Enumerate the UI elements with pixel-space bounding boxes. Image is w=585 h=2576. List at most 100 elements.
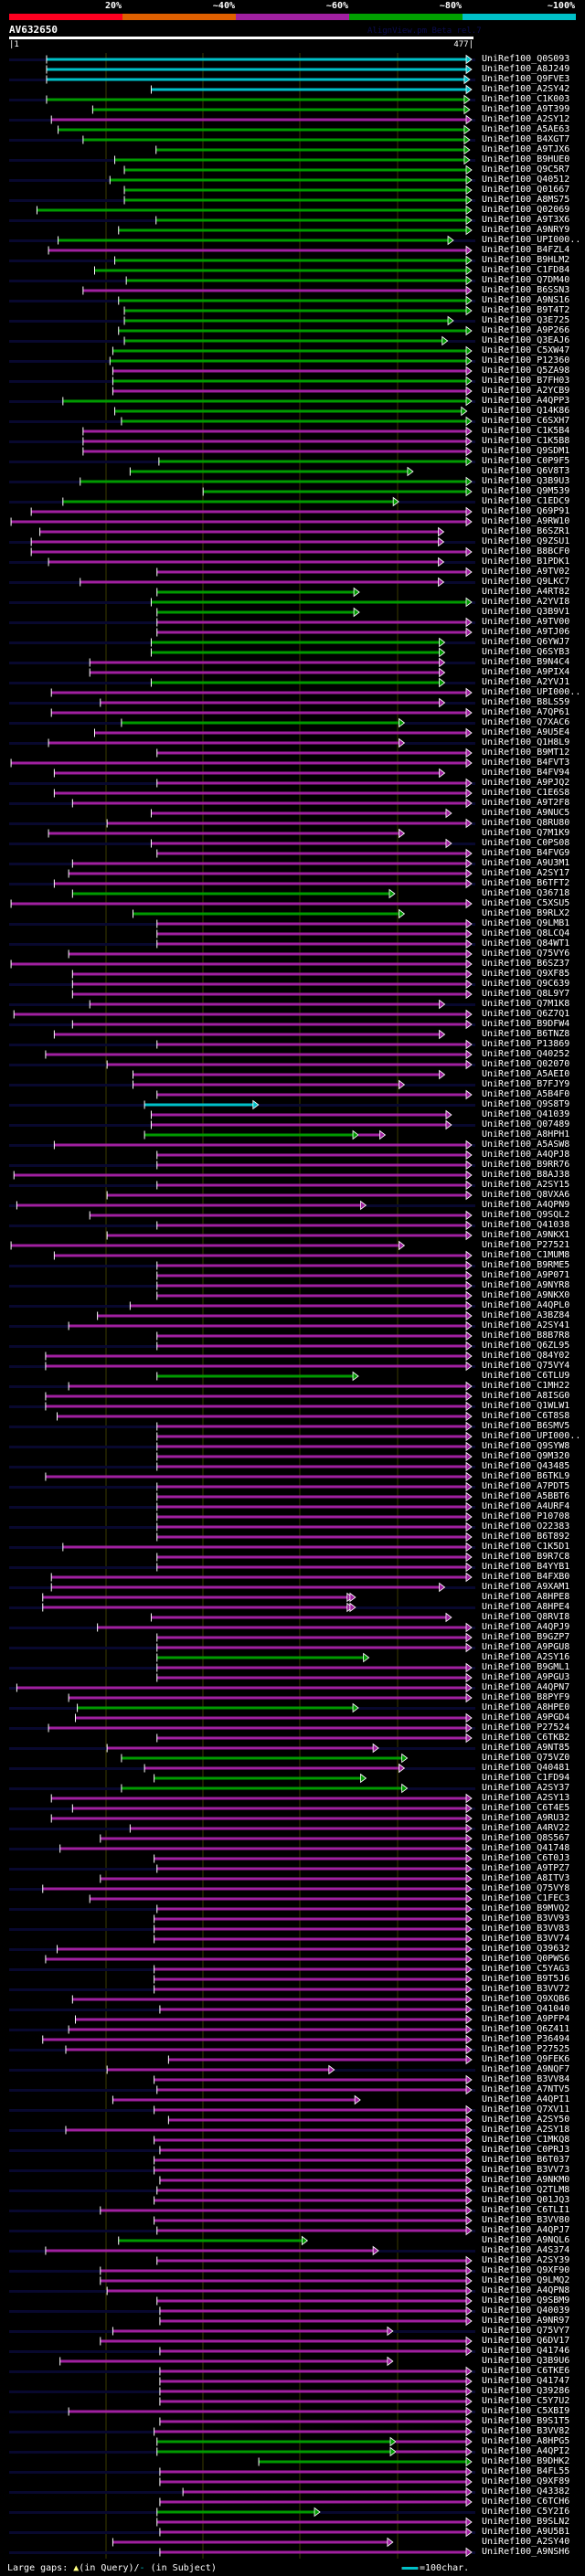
hit-label[interactable]: UniRef100_C6SXH7 [482,416,570,426]
hit-label[interactable]: UniRef100_A9NR97 [482,2316,570,2326]
hit-label[interactable]: UniRef100_B8BCF0 [482,546,570,557]
hit-label[interactable]: UniRef100_A9T399 [482,104,570,114]
hit-label[interactable]: UniRef100_Q43485 [482,1461,570,1471]
hit-label[interactable]: UniRef100_O22383 [482,1521,570,1532]
hit-label[interactable]: UniRef100_Q3EAJ6 [482,335,570,345]
hit-label[interactable]: UniRef100_A9NKX0 [482,1290,570,1300]
hit-label[interactable]: UniRef100_B7FJY9 [482,1079,570,1089]
hit-label[interactable]: UniRef100_A9NKM0 [482,2175,570,2185]
hit-label[interactable]: UniRef100_C5Y7U2 [482,2396,570,2406]
hit-label[interactable]: UniRef100_Q43382 [482,2486,570,2496]
hit-label[interactable]: UniRef100_Q07489 [482,1119,570,1129]
hit-label[interactable]: UniRef100_B6TKL9 [482,1471,570,1481]
hit-label[interactable]: UniRef100_Q6V8T3 [482,466,570,476]
hit-label[interactable]: UniRef100_C6TCH6 [482,2496,570,2507]
hit-label[interactable]: UniRef100_C5XSU5 [482,898,570,908]
hit-label[interactable]: UniRef100_C1MUM8 [482,1250,570,1260]
hit-label[interactable]: UniRef100_B8B7R8 [482,1330,570,1341]
hit-label[interactable]: UniRef100_Q69P91 [482,506,570,516]
hit-label[interactable]: UniRef100_A5AEI0 [482,1069,570,1079]
hit-label[interactable]: UniRef100_C6TLI1 [482,2205,570,2215]
hit-label[interactable]: UniRef100_B4YYB1 [482,1562,570,1572]
hit-label[interactable]: UniRef100_B9MT12 [482,747,570,758]
hit-label[interactable]: UniRef100_B6SZR1 [482,526,570,536]
hit-label[interactable]: UniRef100_A9TV00 [482,617,570,627]
hit-label[interactable]: UniRef100_Q8L9Y7 [482,989,570,999]
hit-label[interactable]: UniRef100_A9TJX6 [482,144,570,154]
hit-label[interactable]: UniRef100_B9RME5 [482,1260,570,1270]
hit-label[interactable]: UniRef100_P12360 [482,355,570,366]
hit-label[interactable]: UniRef100_B9DHK2 [482,2456,570,2466]
hit-label[interactable]: UniRef100_B9RR76 [482,1160,570,1170]
hit-label[interactable]: UniRef100_Q0S093 [482,54,570,64]
hit-label[interactable]: UniRef100_A7NTV5 [482,2084,570,2094]
hit-label[interactable]: UniRef100_A2SY17 [482,868,570,878]
hit-label[interactable]: UniRef100_A8HPE0 [482,1702,570,1712]
hit-label[interactable]: UniRef100_C0PRJ3 [482,2145,570,2155]
hit-label[interactable]: UniRef100_Q36718 [482,888,570,898]
hit-label[interactable]: UniRef100_P27524 [482,1723,570,1733]
hit-label[interactable]: UniRef100_C1K5B8 [482,436,570,446]
hit-label[interactable]: UniRef100_Q84Y02 [482,1351,570,1361]
hit-label[interactable]: UniRef100_Q3B9U3 [482,476,570,486]
hit-label[interactable]: UniRef100_Q41039 [482,1109,570,1119]
hit-label[interactable]: UniRef100_C5YAG3 [482,1964,570,1974]
hit-label[interactable]: UniRef100_C1K5D1 [482,1542,570,1552]
hit-label[interactable]: UniRef100_A4RT82 [482,587,570,597]
hit-label[interactable]: UniRef100_A8MS75 [482,195,570,205]
hit-label[interactable]: UniRef100_A9NKX1 [482,1230,570,1240]
hit-label[interactable]: UniRef100_Q8VXA6 [482,1190,570,1200]
hit-label[interactable]: UniRef100_C1K003 [482,94,570,104]
hit-label[interactable]: UniRef100_A9NUC5 [482,808,570,818]
hit-label[interactable]: UniRef100_Q9M320 [482,1451,570,1461]
hit-label[interactable]: UniRef100_A4RV22 [482,1823,570,1833]
hit-label[interactable]: UniRef100_Q14K86 [482,406,570,416]
hit-label[interactable]: UniRef100_Q0PWS6 [482,1954,570,1964]
hit-label[interactable]: UniRef100_Q9LKC7 [482,577,570,587]
hit-label[interactable]: UniRef100_Q75VY7 [482,2326,570,2336]
hit-label[interactable]: UniRef100_A2YVI8 [482,597,570,607]
hit-label[interactable]: UniRef100_A7QP61 [482,707,570,717]
hit-label[interactable]: UniRef100_A8HPG5 [482,2436,570,2446]
hit-label[interactable]: UniRef100_Q8LCQ4 [482,928,570,938]
hit-label[interactable]: UniRef100_P27525 [482,2044,570,2054]
hit-label[interactable]: UniRef100_B6SMV5 [482,1421,570,1431]
hit-label[interactable]: UniRef100_A9TV02 [482,567,570,577]
hit-label[interactable]: UniRef100_A9TJ06 [482,627,570,637]
hit-label[interactable]: UniRef100_Q5ZA98 [482,366,570,376]
hit-label[interactable]: UniRef100_A9NQF7 [482,2064,570,2074]
hit-label[interactable]: UniRef100_Q75VY8 [482,1883,570,1893]
hit-label[interactable]: UniRef100_B6T037 [482,2155,570,2165]
hit-label[interactable]: UniRef100_B4FVT3 [482,758,570,768]
hit-label[interactable]: UniRef100_B4FXB0 [482,1572,570,1582]
hit-label[interactable]: UniRef100_C1MKQ8 [482,2135,570,2145]
hit-label[interactable]: UniRef100_B9MVQ2 [482,1903,570,1913]
hit-label[interactable]: UniRef100_Q8RU80 [482,818,570,828]
hit-label[interactable]: UniRef100_A4S374 [482,2245,570,2255]
hit-label[interactable]: UniRef100_Q39286 [482,2386,570,2396]
hit-label[interactable]: UniRef100_B4FVG9 [482,848,570,858]
hit-label[interactable]: UniRef100_B9S1T5 [482,2416,570,2426]
hit-label[interactable]: UniRef100_A9NT85 [482,1743,570,1753]
hit-label[interactable]: UniRef100_A2SY12 [482,114,570,124]
hit-label[interactable]: UniRef100_A2SY18 [482,2125,570,2135]
hit-label[interactable]: UniRef100_A9PJQ2 [482,778,570,788]
hit-label[interactable]: UniRef100_C0PS08 [482,838,570,848]
hit-label[interactable]: UniRef100_B6TFT2 [482,878,570,888]
hit-label[interactable]: UniRef100_Q8RVI8 [482,1612,570,1622]
hit-label[interactable]: UniRef100_C1FEC3 [482,1893,570,1903]
hit-label[interactable]: UniRef100_B8AJ38 [482,1170,570,1180]
hit-label[interactable]: UniRef100_B9N4C4 [482,657,570,667]
hit-label[interactable]: UniRef100_A4QPI1 [482,2094,570,2104]
hit-label[interactable]: UniRef100_A2SY16 [482,1652,570,1662]
hit-label[interactable]: UniRef100_Q01667 [482,185,570,195]
hit-label[interactable]: UniRef100_A2SY39 [482,2255,570,2265]
hit-label[interactable]: UniRef100_B3VV93 [482,1913,570,1924]
hit-label[interactable]: UniRef100_A2SY37 [482,1783,570,1793]
hit-label[interactable]: UniRef100_Q02069 [482,205,570,215]
hit-label[interactable]: UniRef100_C6T0J3 [482,1853,570,1863]
hit-label[interactable]: UniRef100_Q7M1K9 [482,828,570,838]
hit-label[interactable]: UniRef100_B9DFW4 [482,1019,570,1029]
hit-label[interactable]: UniRef100_A4QPJ7 [482,2225,570,2235]
hit-label[interactable]: UniRef100_B3VV83 [482,1924,570,1934]
